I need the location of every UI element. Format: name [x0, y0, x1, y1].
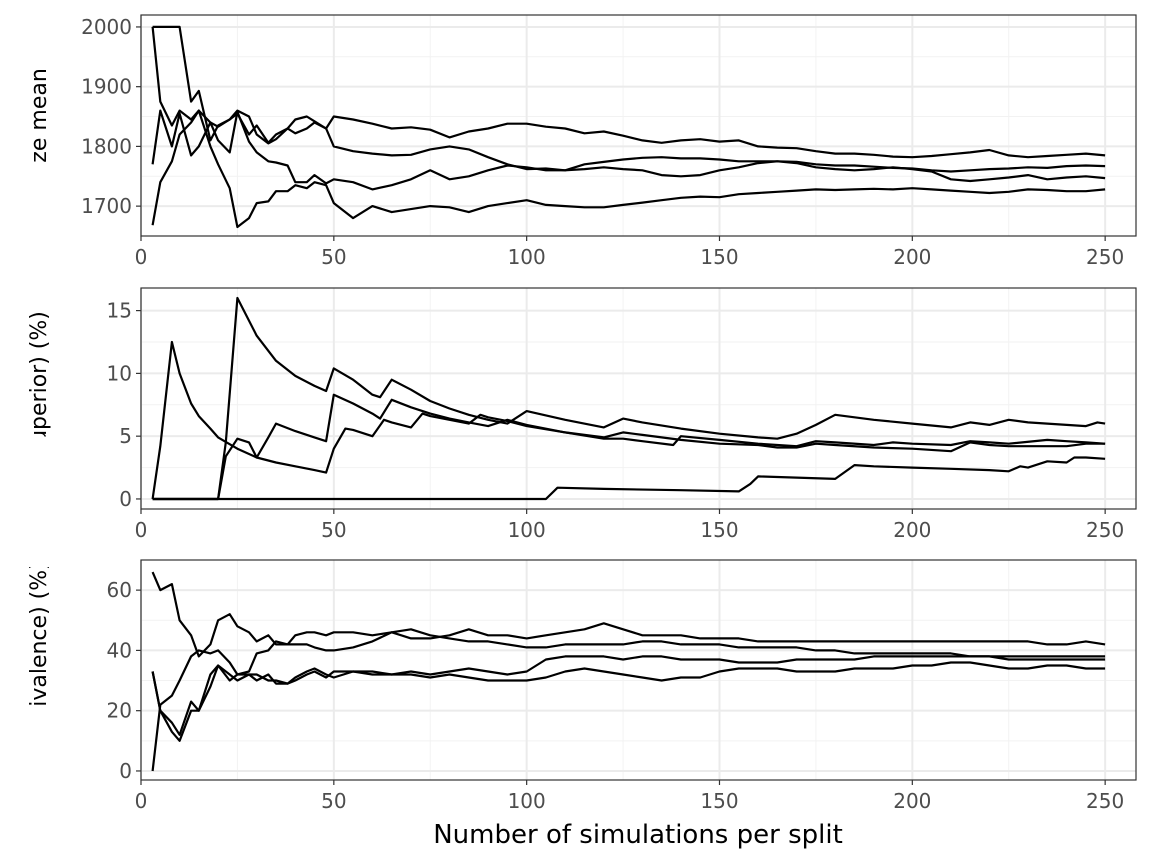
x-tick-label: 100 [508, 518, 546, 542]
y-tick-label: 15 [107, 299, 132, 323]
series-line-3 [151, 340, 1106, 500]
x-tick-label: 0 [135, 789, 148, 813]
series-line-4 [152, 456, 1106, 501]
y-tick-label: 1700 [81, 194, 132, 218]
series-line-2 [151, 628, 1106, 772]
panel-2: 0 50 100 150 200 250 0 5 10 15 Pr(superior) (%) [27, 287, 1137, 542]
series-line-4 [151, 661, 1106, 742]
panel-1: 0 50 100 150 200 250 1700 1800 1900 2000 Size mean [27, 14, 1137, 269]
y-tick-label: 60 [107, 578, 132, 602]
x-tick-label: 0 [135, 518, 148, 542]
y-tick-label: 0 [119, 487, 132, 511]
y-axis-title: Pr(superior) (%) [27, 311, 52, 486]
series-line-2 [152, 393, 1106, 501]
x-tick-label: 50 [321, 518, 346, 542]
x-tick-label: 150 [700, 245, 738, 269]
y-tick-label: 0 [119, 759, 132, 783]
x-tick-label: 100 [508, 789, 546, 813]
x-tick-label: 150 [700, 518, 738, 542]
x-tick-label: 100 [508, 245, 546, 269]
series-line-3 [151, 109, 1106, 191]
panel-border [140, 14, 1137, 237]
x-tick-label: 50 [321, 245, 346, 269]
y-tick-label: 20 [107, 699, 132, 723]
y-axis-title: Pr(equivalence) (%) [27, 561, 52, 778]
y-axis-title: Size mean [27, 68, 52, 183]
panel-border [140, 287, 1137, 510]
x-tick-label: 50 [321, 789, 346, 813]
x-tick-label: 200 [893, 789, 931, 813]
panel-border [140, 559, 1137, 781]
series-line-1 [151, 571, 1106, 658]
series-line-4 [151, 109, 1106, 229]
y-tick-label: 10 [107, 361, 132, 385]
y-tick-label: 1900 [81, 75, 132, 99]
x-tick-label: 200 [893, 518, 931, 542]
x-tick-label: 250 [1086, 245, 1124, 269]
panel-3: 0 50 100 150 200 250 0 20 40 60 Pr(equivalence) (%… [27, 559, 1137, 813]
x-tick-label: 250 [1086, 789, 1124, 813]
y-tick-label: 40 [107, 638, 132, 662]
series-line-1 [152, 25, 1106, 159]
y-tick-label: 5 [119, 424, 132, 448]
y-tick-label: 2000 [81, 15, 132, 39]
x-tick-label: 0 [135, 245, 148, 269]
x-axis-title: Number of simulations per split [433, 820, 843, 850]
x-tick-label: 250 [1086, 518, 1124, 542]
x-tick-label: 200 [893, 245, 931, 269]
y-tick-label: 1800 [81, 134, 132, 158]
x-tick-label: 150 [700, 789, 738, 813]
